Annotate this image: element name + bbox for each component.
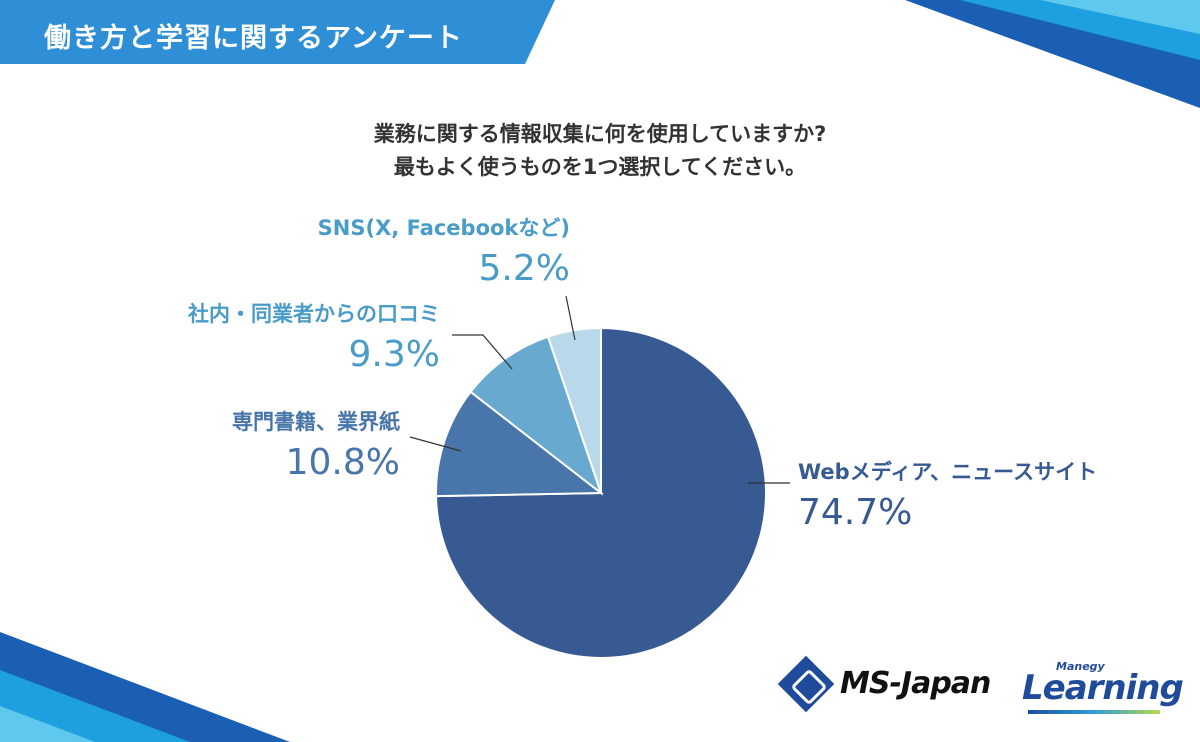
header-bar bbox=[0, 0, 555, 64]
survey-question: 業務に関する情報収集に何を使用していますか? 最もよく使うものを1つ選択してくだ… bbox=[200, 118, 1000, 184]
slice-value-books: 10.8% bbox=[285, 442, 400, 483]
slice-category-books: 専門書籍、業界紙 bbox=[232, 410, 400, 434]
learning-underline bbox=[1028, 710, 1160, 714]
pie-slice-word-of-mouth bbox=[469, 335, 604, 496]
corner-band-bottom-light bbox=[0, 706, 95, 742]
label-word-of-mouth: 社内・同業者からの口コミ 9.3% bbox=[100, 300, 440, 378]
learning-wordmark: Learning bbox=[1022, 668, 1184, 708]
label-books: 専門書籍、業界紙 10.8% bbox=[160, 408, 400, 486]
leader-line-books bbox=[409, 436, 462, 452]
pie-slice-books bbox=[435, 390, 604, 498]
slice-value-sns: 5.2% bbox=[478, 248, 570, 289]
corner-band-top-light bbox=[1040, 0, 1200, 34]
ms-japan-wordmark: MS-Japan bbox=[840, 666, 991, 701]
slice-value-web-media: 74.7% bbox=[798, 492, 913, 533]
leader-line-word-of-mouth bbox=[452, 334, 513, 370]
ms-japan-logo: MS-Japan bbox=[777, 655, 997, 713]
slice-category-sns: SNS(X, Facebookなど) bbox=[317, 216, 570, 240]
slice-category-word-of-mouth: 社内・同業者からの口コミ bbox=[188, 302, 440, 326]
slice-category-web-media: Webメディア、ニュースサイト bbox=[798, 460, 1098, 484]
pie-slice-sns bbox=[546, 326, 602, 494]
manegy-wordmark: Manegy bbox=[1056, 660, 1105, 673]
leader-line-sns bbox=[565, 295, 576, 341]
manegy-learning-logo: Manegy Learning bbox=[1022, 660, 1184, 716]
label-web-media: Webメディア、ニュースサイト 74.7% bbox=[798, 458, 1097, 536]
question-line-2: 最もよく使うものを1つ選択してください。 bbox=[393, 155, 807, 179]
slice-value-word-of-mouth: 9.3% bbox=[348, 334, 440, 375]
pie-slice-web-media bbox=[435, 326, 767, 659]
question-line-1: 業務に関する情報収集に何を使用していますか? bbox=[373, 122, 827, 146]
label-sns: SNS(X, Facebookなど) 5.2% bbox=[230, 214, 570, 292]
page-title: 働き方と学習に関するアンケート bbox=[44, 23, 463, 54]
